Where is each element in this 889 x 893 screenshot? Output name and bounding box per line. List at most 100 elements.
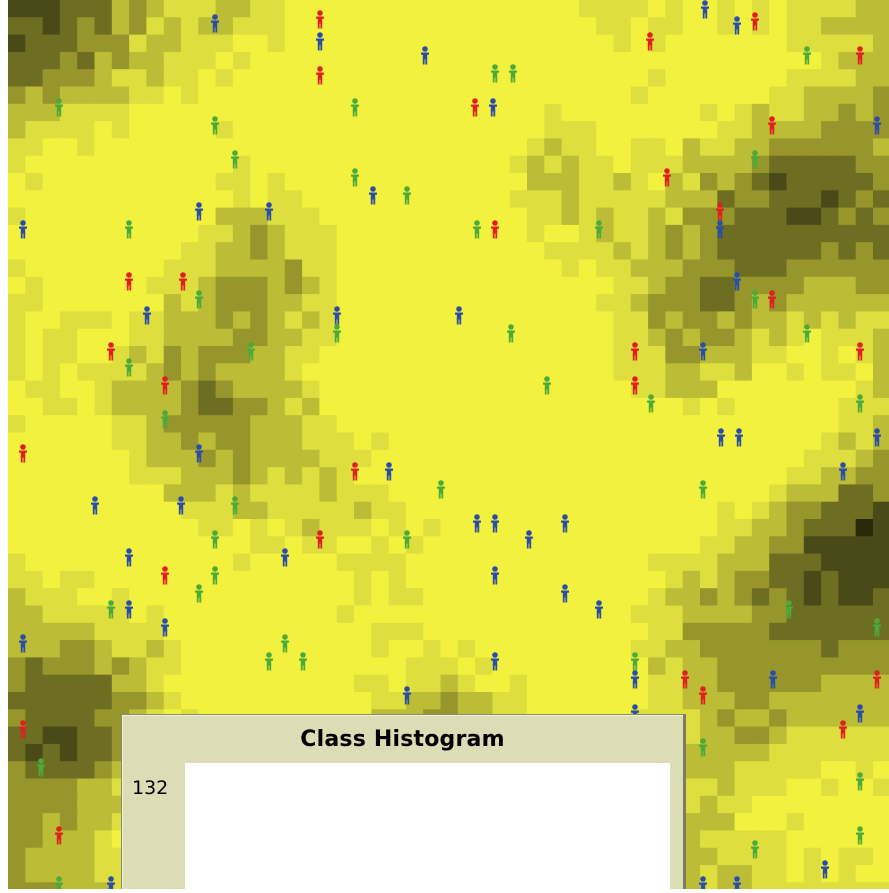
turtle-person-icon [856, 342, 864, 361]
turtle-person-icon [595, 600, 603, 619]
turtle-person-icon [509, 64, 517, 83]
turtle-person-icon [768, 290, 776, 309]
turtle-person-icon [195, 290, 203, 309]
turtle-person-icon [385, 462, 393, 481]
turtle-person-icon [91, 496, 99, 515]
turtle-person-icon [631, 376, 639, 395]
turtle-person-icon [699, 876, 707, 889]
turtle-person-icon [37, 758, 45, 777]
histogram-y-max-label: 132 [132, 777, 169, 799]
histogram-plot-area [185, 763, 670, 893]
turtle-person-icon [333, 324, 341, 343]
turtle-person-icon [699, 686, 707, 705]
turtle-person-icon [785, 600, 793, 619]
turtle-person-icon [281, 634, 289, 653]
turtle-person-icon [177, 496, 185, 515]
turtle-person-icon [125, 272, 133, 291]
turtle-person-icon [316, 530, 324, 549]
turtle-person-icon [333, 306, 341, 325]
turtle-person-icon [143, 306, 151, 325]
turtle-person-icon [699, 480, 707, 499]
turtle-person-icon [489, 98, 497, 117]
turtle-person-icon [125, 358, 133, 377]
turtle-person-icon [316, 10, 324, 29]
turtle-person-icon [107, 600, 115, 619]
turtle-person-icon [55, 98, 63, 117]
turtle-person-icon [161, 376, 169, 395]
turtle-person-icon [803, 324, 811, 343]
turtle-person-icon [55, 826, 63, 845]
turtle-person-icon [125, 548, 133, 567]
turtle-person-icon [455, 306, 463, 325]
turtle-person-icon [507, 324, 515, 343]
turtle-person-icon [247, 342, 255, 361]
turtle-person-icon [473, 514, 481, 533]
turtle-person-icon [561, 584, 569, 603]
turtle-person-icon [161, 566, 169, 585]
turtle-person-icon [491, 566, 499, 585]
turtle-person-icon [751, 150, 759, 169]
turtle-person-icon [699, 342, 707, 361]
turtle-person-icon [369, 186, 377, 205]
turtle-person-icon [231, 150, 239, 169]
turtle-person-icon [403, 530, 411, 549]
turtle-person-icon [491, 64, 499, 83]
turtle-person-icon [716, 202, 724, 221]
turtle-person-icon [179, 272, 187, 291]
turtle-person-icon [351, 168, 359, 187]
turtle-person-icon [316, 66, 324, 85]
class-histogram-panel[interactable]: Class Histogram 132 [121, 714, 686, 893]
turtle-person-icon [19, 444, 27, 463]
turtle-person-icon [631, 342, 639, 361]
turtle-person-icon [125, 220, 133, 239]
turtle-person-icon [839, 462, 847, 481]
turtle-person-icon [421, 46, 429, 65]
turtle-person-icon [873, 116, 881, 135]
turtle-person-icon [19, 220, 27, 239]
turtle-person-icon [107, 876, 115, 889]
turtle-person-icon [717, 428, 725, 447]
turtle-person-icon [856, 826, 864, 845]
turtle-person-icon [231, 496, 239, 515]
turtle-person-icon [839, 720, 847, 739]
turtle-person-icon [107, 342, 115, 361]
turtle-person-icon [803, 46, 811, 65]
turtle-person-icon [631, 652, 639, 671]
turtle-person-icon [768, 116, 776, 135]
turtle-person-icon [125, 600, 133, 619]
turtle-person-icon [856, 772, 864, 791]
turtle-person-icon [437, 480, 445, 499]
turtle-person-icon [681, 670, 689, 689]
turtle-person-icon [733, 272, 741, 291]
turtle-person-icon [733, 16, 741, 35]
turtle-person-icon [316, 32, 324, 51]
turtle-person-icon [769, 670, 777, 689]
turtle-person-icon [19, 634, 27, 653]
turtle-person-icon [735, 428, 743, 447]
turtle-person-icon [595, 220, 603, 239]
turtle-person-icon [265, 652, 273, 671]
turtle-person-icon [716, 220, 724, 239]
turtle-person-icon [751, 290, 759, 309]
turtle-person-icon [856, 46, 864, 65]
turtle-person-icon [281, 548, 289, 567]
turtle-person-icon [873, 428, 881, 447]
turtle-person-icon [403, 686, 411, 705]
world-view[interactable] [8, 0, 889, 889]
turtle-person-icon [403, 186, 411, 205]
turtle-person-icon [211, 14, 219, 33]
turtle-person-icon [821, 860, 829, 879]
turtle-person-icon [161, 618, 169, 637]
turtle-person-icon [211, 530, 219, 549]
turtle-person-icon [733, 876, 741, 889]
turtle-person-icon [491, 220, 499, 239]
histogram-title: Class Histogram [300, 727, 505, 752]
turtle-person-icon [525, 530, 533, 549]
turtle-person-icon [195, 202, 203, 221]
turtle-person-icon [55, 876, 63, 889]
turtle-person-icon [299, 652, 307, 671]
turtle-person-icon [491, 514, 499, 533]
turtle-person-icon [211, 116, 219, 135]
turtle-person-icon [195, 444, 203, 463]
terrain-patches [8, 0, 889, 889]
